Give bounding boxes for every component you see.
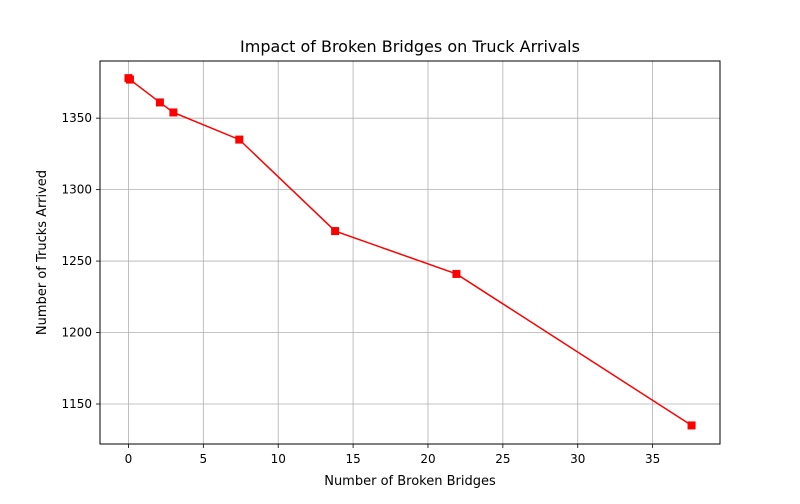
data-point-marker	[235, 135, 244, 144]
chart-title: Impact of Broken Bridges on Truck Arriva…	[240, 37, 580, 56]
data-point-marker	[155, 98, 164, 107]
data-point-marker	[169, 108, 178, 117]
x-tick-label: 20	[420, 452, 435, 466]
x-tick-label: 10	[271, 452, 286, 466]
y-tick-label: 1200	[61, 326, 92, 340]
series-layer	[124, 74, 696, 430]
x-tick-label: 25	[495, 452, 510, 466]
x-tick-label: 35	[645, 452, 660, 466]
data-point-marker	[687, 421, 696, 430]
x-tick-label: 0	[125, 452, 133, 466]
data-point-marker	[125, 75, 134, 84]
x-tick-label: 15	[345, 452, 360, 466]
y-tick-label: 1150	[61, 397, 92, 411]
y-tick-label: 1350	[61, 111, 92, 125]
grid-lines	[100, 61, 720, 444]
axis-ticks: 0 5 10 15 20 25 30 35 1150 1200 1250 1300 1350	[61, 111, 660, 466]
y-tick-label: 1250	[61, 254, 92, 268]
plot-area-frame	[99, 60, 721, 445]
data-point-marker	[331, 227, 340, 236]
y-axis-label: Number of Trucks Arrived	[35, 170, 50, 335]
x-axis-label: Number of Broken Bridges	[324, 474, 496, 489]
y-tick-label: 1300	[61, 183, 92, 197]
series-line	[127, 77, 692, 427]
x-tick-label: 30	[570, 452, 585, 466]
x-tick-label: 5	[200, 452, 208, 466]
data-point-marker	[452, 269, 461, 278]
